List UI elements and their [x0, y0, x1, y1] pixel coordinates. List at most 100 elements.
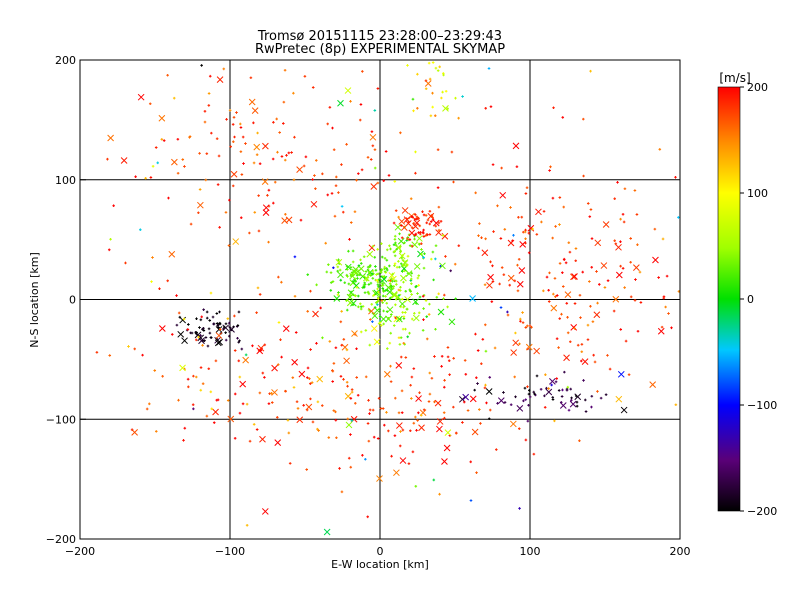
data-point-x — [198, 337, 205, 345]
data-point — [405, 307, 409, 311]
data-point-x — [369, 133, 377, 141]
data-point — [355, 347, 358, 351]
data-point — [331, 126, 334, 130]
data-point — [418, 391, 421, 395]
data-point — [565, 388, 569, 392]
data-point — [315, 342, 318, 345]
data-point — [383, 265, 386, 269]
data-point — [311, 178, 314, 181]
data-point — [336, 293, 340, 296]
data-point — [394, 396, 397, 400]
data-point — [316, 427, 319, 431]
data-point — [412, 109, 415, 113]
x-tick-label: 200 — [670, 545, 691, 558]
data-point — [325, 270, 329, 274]
data-point — [540, 220, 543, 224]
data-point — [222, 67, 226, 71]
data-point — [309, 397, 312, 401]
data-point-x — [615, 243, 622, 251]
data-point — [197, 335, 200, 339]
data-point — [399, 250, 402, 254]
data-point-x — [370, 183, 378, 190]
data-point — [410, 244, 414, 248]
data-point — [393, 262, 397, 265]
data-point — [366, 156, 370, 159]
data-point — [190, 331, 194, 335]
data-point — [491, 163, 495, 166]
data-point — [240, 347, 244, 351]
data-point — [674, 403, 678, 407]
data-point — [422, 266, 426, 270]
data-point — [469, 460, 473, 464]
data-point — [231, 184, 235, 188]
data-point — [562, 257, 566, 261]
data-point — [332, 362, 336, 365]
data-point-x — [535, 208, 542, 216]
data-point — [172, 96, 176, 100]
data-point — [256, 131, 259, 135]
data-point — [328, 106, 332, 109]
data-point — [586, 202, 590, 205]
data-point — [405, 217, 408, 220]
data-point-x — [261, 508, 269, 515]
data-point — [495, 448, 498, 451]
data-point — [629, 260, 632, 264]
colorbar-tick-label: 100 — [747, 187, 768, 200]
data-point — [210, 131, 213, 135]
data-point-x — [602, 221, 610, 228]
y-tick-label: −100 — [46, 413, 76, 426]
data-point — [216, 398, 220, 402]
data-point — [387, 174, 391, 177]
data-point — [434, 257, 437, 261]
data-point — [255, 311, 258, 314]
data-point — [477, 234, 480, 237]
data-point — [413, 237, 416, 241]
data-point — [397, 294, 401, 297]
data-point-x — [352, 266, 360, 273]
data-point — [603, 286, 607, 289]
data-point — [225, 118, 228, 121]
data-point — [357, 294, 360, 298]
data-point — [523, 230, 527, 234]
data-point — [551, 236, 554, 240]
data-point — [378, 293, 382, 296]
data-point — [403, 241, 406, 245]
data-point — [401, 259, 405, 262]
data-point — [629, 237, 632, 240]
data-point — [437, 205, 441, 209]
data-point — [442, 73, 445, 77]
data-point — [430, 214, 434, 217]
data-point-x — [282, 325, 290, 332]
data-point — [351, 260, 355, 264]
data-point-x — [434, 399, 442, 407]
data-point — [481, 338, 485, 341]
data-point — [432, 278, 435, 282]
data-point — [394, 241, 397, 245]
data-point — [476, 382, 479, 385]
data-point — [438, 492, 441, 496]
data-point — [280, 280, 283, 284]
colorbar: [m/s] 200 100 0 −100 −200 — [717, 71, 777, 518]
data-point — [485, 401, 488, 405]
data-point — [410, 226, 414, 230]
data-point — [425, 337, 429, 341]
data-point — [355, 178, 358, 182]
data-point — [480, 362, 483, 366]
data-point — [392, 221, 396, 225]
data-point-x — [368, 307, 375, 315]
data-point — [359, 103, 363, 106]
data-point — [590, 405, 593, 409]
data-point — [354, 294, 357, 298]
data-point — [270, 401, 274, 404]
data-point — [503, 401, 507, 404]
data-point — [347, 456, 351, 460]
data-point — [484, 106, 488, 110]
data-point — [364, 457, 367, 461]
data-point — [208, 331, 212, 335]
data-point-x — [376, 475, 383, 482]
data-point-x — [177, 330, 185, 338]
data-point-x — [197, 201, 204, 209]
data-point — [400, 411, 404, 414]
data-point — [619, 240, 622, 244]
data-point — [306, 310, 309, 313]
